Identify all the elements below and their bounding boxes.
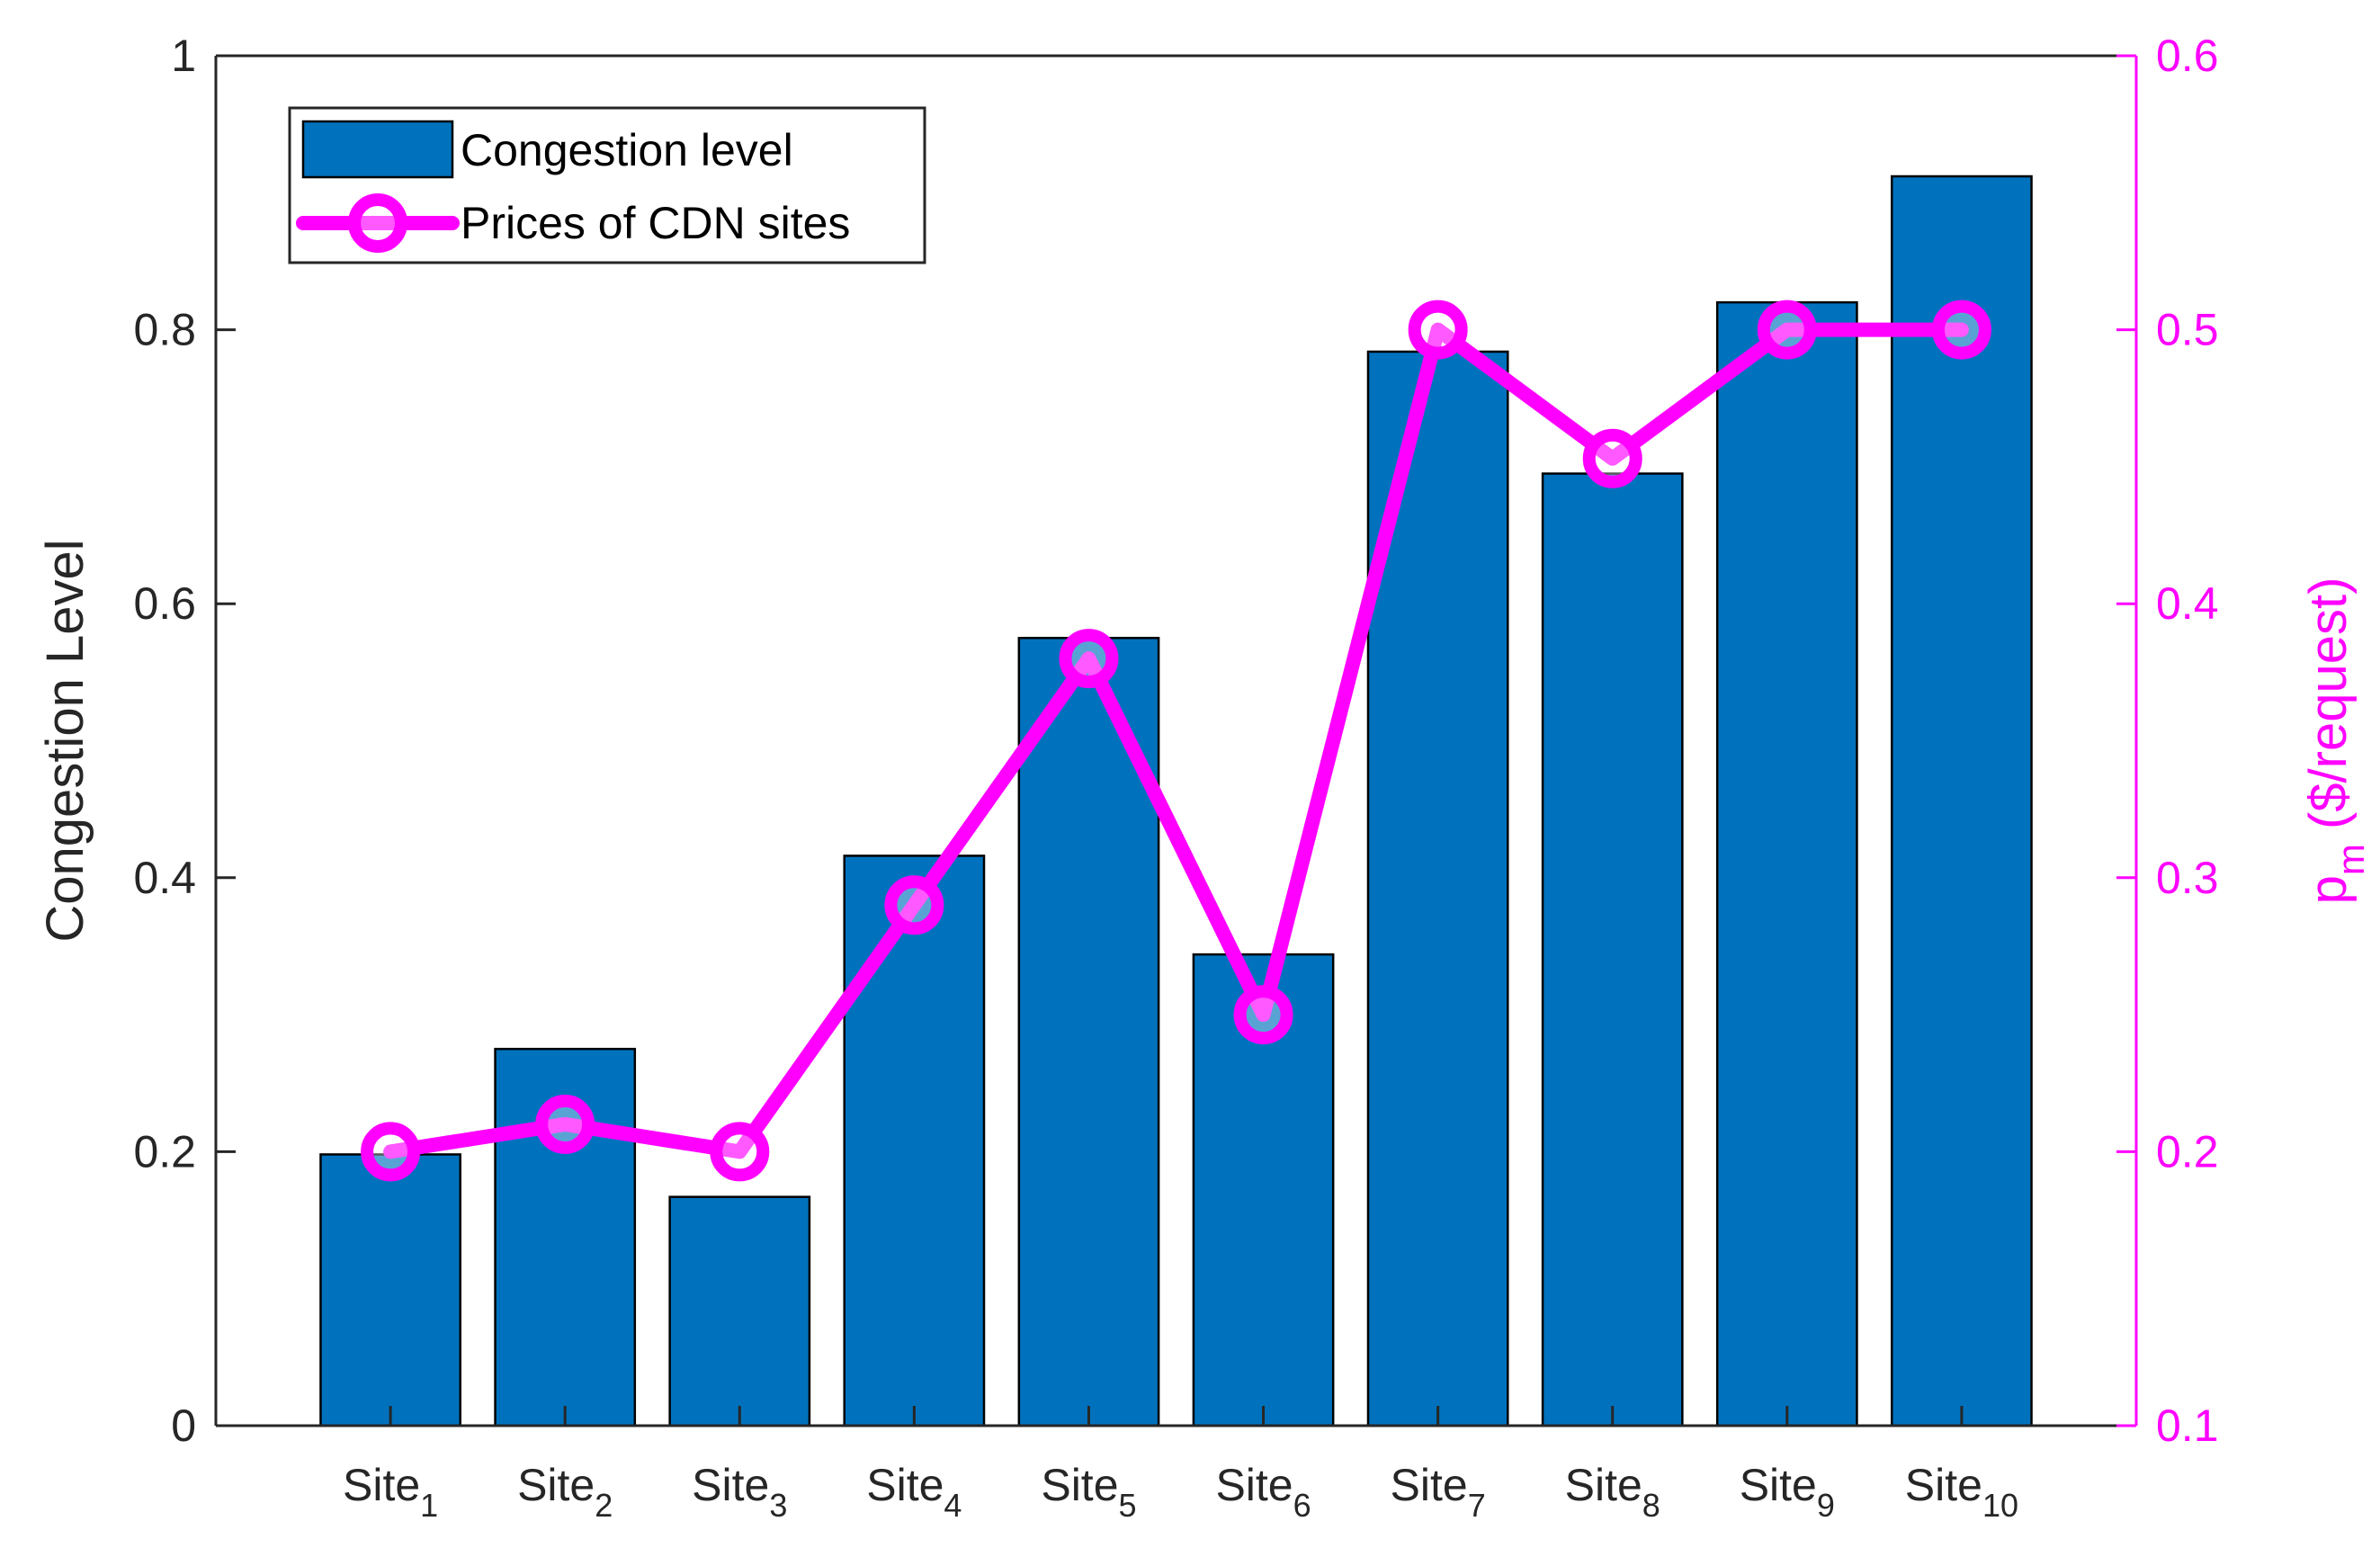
x-tick-label-subscript: 9 xyxy=(1817,1487,1835,1524)
bar-10 xyxy=(1891,174,2033,1427)
price-marker-7 xyxy=(1408,300,1468,360)
x-tick-label-subscript: 10 xyxy=(1982,1487,2018,1524)
x-tick-label: Site4 xyxy=(866,1460,962,1524)
price-marker-9 xyxy=(1757,300,1817,360)
x-tick-label-subscript: 4 xyxy=(944,1487,962,1524)
bars-group xyxy=(319,174,2033,1427)
x-tick-label: Site2 xyxy=(517,1460,613,1524)
right-tick-label: 0.3 xyxy=(2156,853,2219,903)
x-tick-label-subscript: 6 xyxy=(1293,1487,1311,1524)
right-tick-label: 0.1 xyxy=(2156,1400,2219,1451)
x-tick-label-base: Site xyxy=(1565,1460,1642,1510)
price-marker-2 xyxy=(535,1094,595,1154)
x-tick-label-subscript: 5 xyxy=(1119,1487,1137,1524)
y-right-axis-title: pm ($/request) xyxy=(2299,577,2372,905)
x-tick-label-base: Site xyxy=(1740,1460,1817,1510)
legend: Congestion level Prices of CDN sites xyxy=(288,106,926,264)
x-tick-label-subscript: 2 xyxy=(595,1487,613,1524)
x-tick-label-base: Site xyxy=(343,1460,420,1510)
x-tick-label: Site1 xyxy=(343,1460,438,1524)
x-tick-label: Site5 xyxy=(1041,1460,1136,1524)
legend-entry-prices: Prices of CDN sites xyxy=(461,198,850,248)
x-tick-label-base: Site xyxy=(1905,1460,1982,1510)
x-tick-label-subscript: 8 xyxy=(1642,1487,1660,1524)
bar-9 xyxy=(1715,300,1858,1427)
legend-entry-congestion: Congestion level xyxy=(461,125,793,175)
bar-8 xyxy=(1541,472,1684,1427)
price-marker-3 xyxy=(710,1122,770,1182)
x-tick-label: Site8 xyxy=(1565,1460,1660,1524)
x-tick-label: Site7 xyxy=(1391,1460,1486,1524)
x-tick-label-subscript: 1 xyxy=(420,1487,438,1524)
price-line-group xyxy=(361,300,1991,1182)
x-tick-label: Site3 xyxy=(692,1460,787,1524)
price-marker-8 xyxy=(1582,428,1642,488)
price-marker-6 xyxy=(1233,985,1293,1045)
left-tick-label: 1 xyxy=(171,31,196,81)
price-marker-5 xyxy=(1059,629,1119,689)
left-tick-label: 0.8 xyxy=(133,305,196,355)
x-tick-label-subscript: 3 xyxy=(769,1487,787,1524)
bar-4 xyxy=(843,855,986,1427)
right-tick-label: 0.2 xyxy=(2156,1126,2219,1177)
x-tick-label: Site9 xyxy=(1740,1460,1835,1524)
price-marker-4 xyxy=(884,875,944,935)
price-line xyxy=(383,322,1969,1159)
left-tick-label: 0.2 xyxy=(133,1126,196,1177)
x-tick-label: Site10 xyxy=(1905,1460,2018,1524)
y-right-title-base: p xyxy=(2299,875,2358,904)
x-tick-label-base: Site xyxy=(1391,1460,1468,1510)
left-tick-label: 0.6 xyxy=(133,578,196,629)
bar-3 xyxy=(668,1195,811,1427)
x-tick-label-subscript: 7 xyxy=(1468,1487,1486,1524)
legend-marker-swatch xyxy=(348,193,407,253)
right-tick-label: 0.6 xyxy=(2156,31,2219,81)
right-tick-label: 0.5 xyxy=(2156,305,2219,355)
left-tick-label: 0.4 xyxy=(133,853,196,903)
right-tick-label: 0.4 xyxy=(2156,578,2219,629)
bar-2 xyxy=(494,1047,637,1427)
x-tick-label-base: Site xyxy=(866,1460,944,1510)
x-tick-label-base: Site xyxy=(1215,1460,1293,1510)
x-tick-label-base: Site xyxy=(692,1460,769,1510)
bar-1 xyxy=(319,1153,461,1427)
left-tick-label: 0 xyxy=(171,1400,196,1451)
legend-bar-swatch xyxy=(301,120,454,179)
price-marker-1 xyxy=(361,1122,421,1182)
x-tick-label-base: Site xyxy=(517,1460,595,1510)
x-tick-label-base: Site xyxy=(1041,1460,1118,1510)
y-right-title-rest: ($/request) xyxy=(2299,577,2358,845)
price-marker-10 xyxy=(1931,300,1991,360)
y-left-axis-title: Congestion Level xyxy=(36,539,94,942)
y-right-title-subscript: m xyxy=(2330,844,2372,875)
x-tick-label: Site6 xyxy=(1215,1460,1311,1524)
